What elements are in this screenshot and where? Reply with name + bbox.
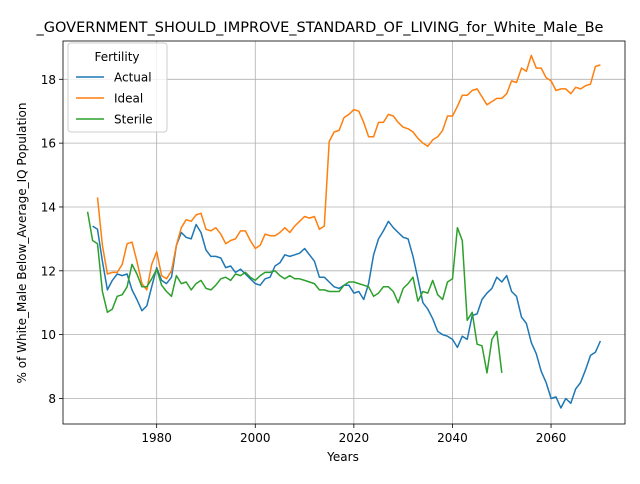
- legend-label-ideal: Ideal: [114, 92, 143, 106]
- legend-title: Fertility: [94, 50, 139, 64]
- y-tick-label: 14: [41, 200, 56, 214]
- series-line-ideal: [96, 54, 601, 291]
- y-axis-label: % of White_Male Below_Average_IQ Populat…: [15, 103, 29, 384]
- x-axis-label: Years: [326, 450, 359, 464]
- y-tick-label: 12: [41, 264, 56, 278]
- plot-frame: [62, 40, 626, 425]
- legend: Fertility Actual Ideal Sterile: [67, 42, 168, 133]
- x-tick-label: 2060: [536, 431, 567, 445]
- y-tick-label: 8: [48, 392, 56, 406]
- x-tick-label: 1980: [141, 431, 172, 445]
- y-tick-label: 10: [41, 328, 56, 342]
- chart-title: _GOVERNMENT_SHOULD_IMPROVE_STANDARD_OF_L…: [36, 20, 604, 36]
- series-line-sterile: [86, 211, 503, 374]
- x-tick-label: 2040: [437, 431, 468, 445]
- legend-label-sterile: Sterile: [114, 113, 153, 127]
- axis-ticks: 1980 2000 2020 2040 2060 8 10 12 14 16 18: [41, 73, 567, 445]
- legend-label-actual: Actual: [114, 71, 152, 85]
- series-lines: [86, 54, 602, 409]
- y-tick-label: 18: [41, 73, 56, 87]
- x-tick-label: 2000: [240, 431, 271, 445]
- y-tick-label: 16: [41, 137, 56, 151]
- legend-box: [67, 42, 168, 133]
- x-tick-label: 2020: [339, 431, 370, 445]
